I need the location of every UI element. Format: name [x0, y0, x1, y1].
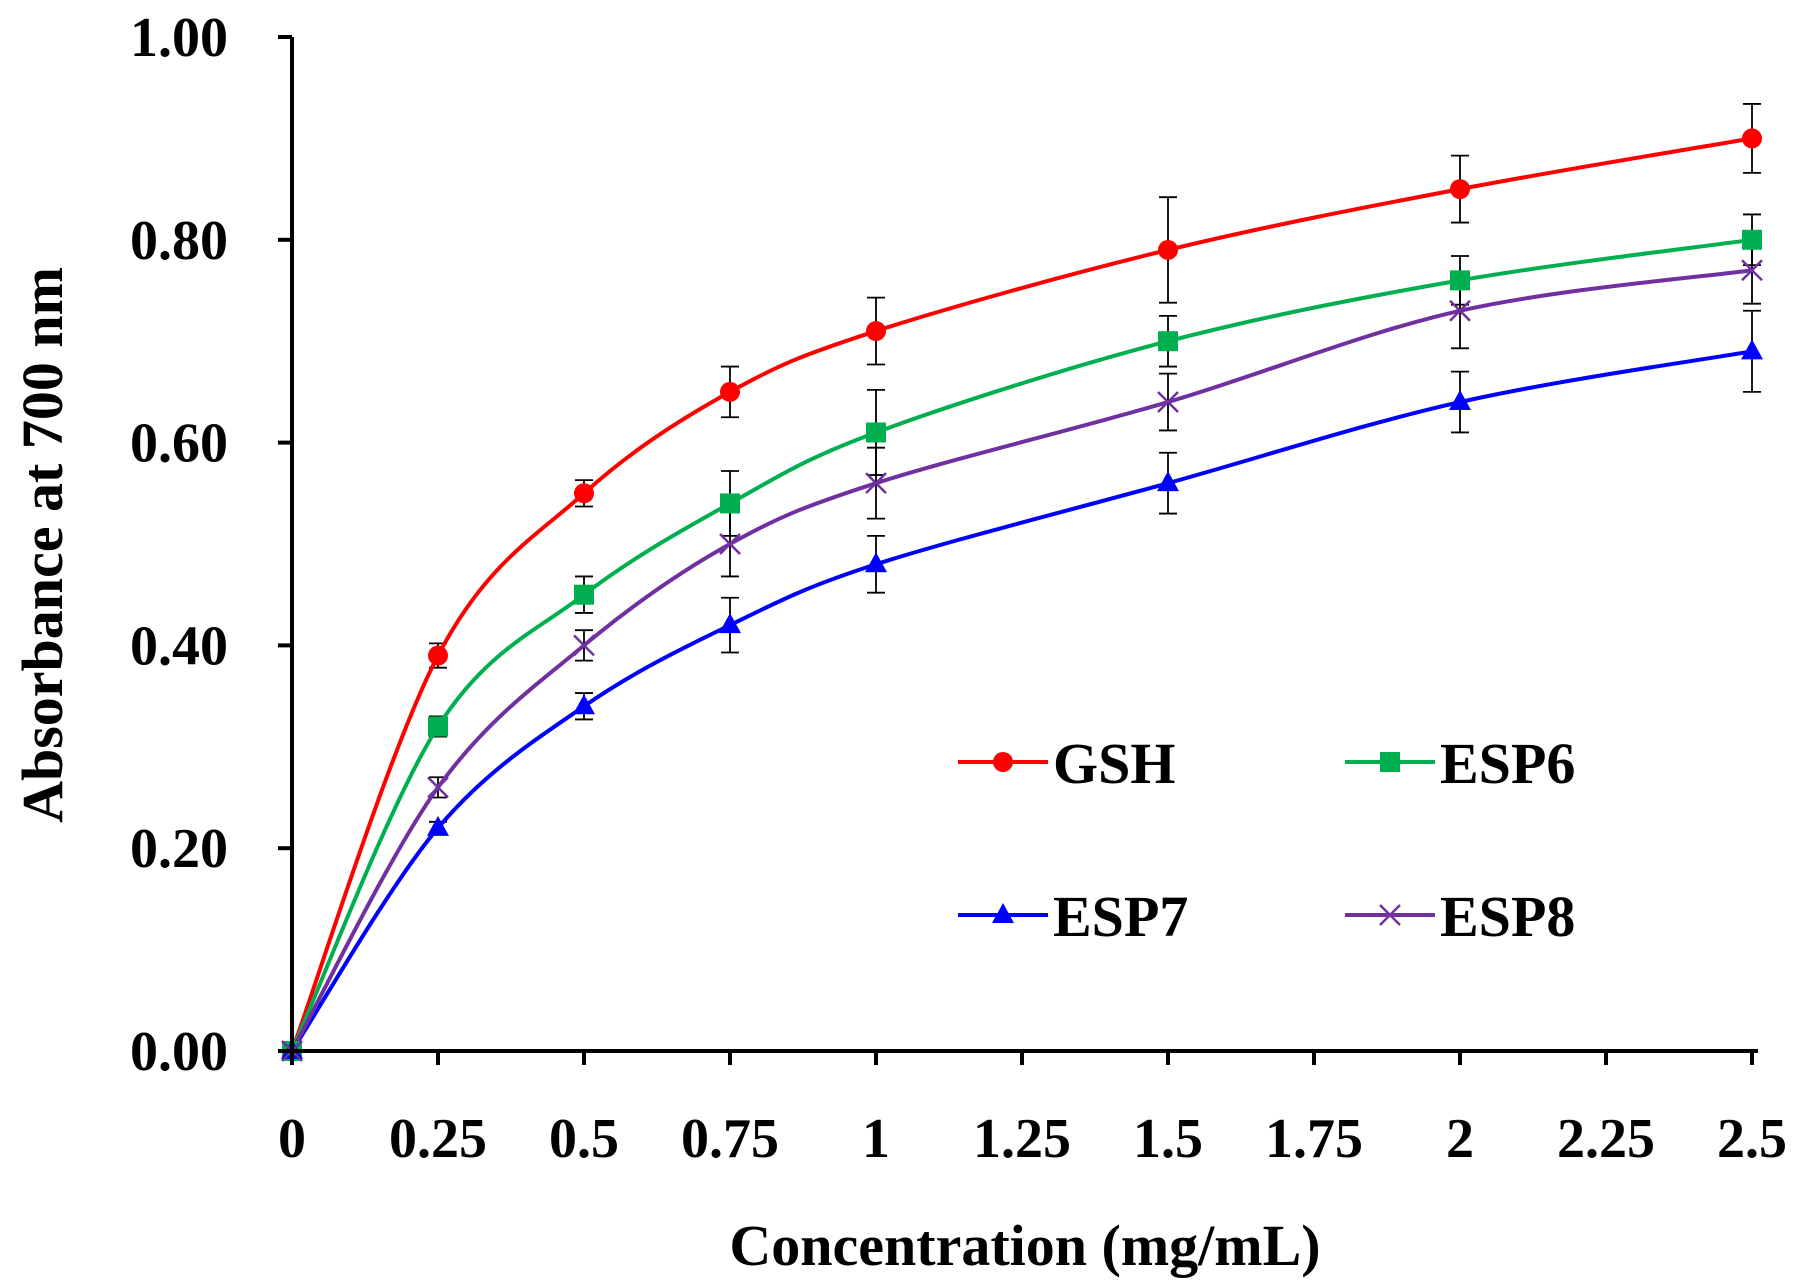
legend-item-esp6: ESP6 — [1345, 731, 1575, 796]
point-esp7 — [719, 613, 741, 634]
marker-stroke — [573, 634, 595, 657]
y-tick-label: 0.80 — [130, 210, 228, 272]
legend-item-gsh: GSH — [958, 731, 1176, 796]
y-axis-title: Absorbance at 700 nm — [10, 267, 75, 823]
point-esp6 — [866, 422, 886, 443]
point-esp6 — [574, 584, 594, 605]
legend-label-gsh: GSH — [1053, 731, 1176, 796]
y-ticks-layer: 0.00 0.20 0.40 0.60 0.80 1.00 — [130, 7, 292, 1083]
legend-marker-esp6 — [1380, 752, 1400, 772]
marker-stroke — [1157, 391, 1179, 413]
x-tick-label: 2 — [1446, 1108, 1474, 1170]
point-esp6 — [1158, 331, 1178, 352]
marker-stroke — [1379, 904, 1401, 926]
point-esp7 — [427, 815, 449, 836]
point-gsh — [1742, 128, 1762, 149]
x-tick-label: 0.75 — [681, 1108, 779, 1170]
marker-stroke — [427, 776, 449, 799]
x-tick-label: 1 — [862, 1108, 890, 1170]
y-tick-label: 0.00 — [130, 1021, 228, 1083]
marker-stroke — [719, 533, 741, 555]
point-gsh — [574, 483, 594, 504]
x-ticks-layer: 0 0.25 0.5 0.75 1 1.25 1.5 1.75 2 2.25 2.5 — [278, 1051, 1787, 1170]
point-esp8 — [865, 472, 887, 495]
x-tick-label: 0.5 — [549, 1108, 619, 1170]
point-esp8 — [427, 776, 449, 799]
point-esp6 — [720, 493, 740, 514]
marker-stroke — [865, 472, 887, 495]
point-esp6 — [1742, 229, 1762, 250]
x-tick-label: 0.25 — [389, 1108, 487, 1170]
legend-item-esp8: ESP8 — [1345, 884, 1575, 949]
point-esp8 — [1741, 259, 1763, 282]
point-esp6 — [428, 716, 448, 737]
x-axis-title: Concentration (mg/mL) — [729, 1213, 1320, 1278]
legend-label-esp8: ESP8 — [1440, 884, 1575, 949]
legend-marker-esp7 — [992, 903, 1014, 923]
legend-marker-gsh — [993, 752, 1013, 772]
legend-label-esp6: ESP6 — [1440, 731, 1575, 796]
point-esp7 — [1157, 471, 1179, 492]
point-esp7 — [573, 694, 595, 715]
point-esp6 — [1450, 270, 1470, 291]
x-tick-label: 0 — [278, 1108, 306, 1170]
axes-layer — [290, 37, 1758, 1053]
x-tick-label: 1.75 — [1265, 1108, 1363, 1170]
error-bars-layer — [429, 103, 1761, 835]
legend: GSH ESP6 ESP7 ESP8 — [958, 731, 1575, 949]
point-esp7 — [865, 552, 887, 573]
point-gsh — [866, 321, 886, 342]
point-gsh — [428, 645, 448, 666]
y-tick-label: 0.60 — [130, 413, 228, 475]
y-tick-label: 0.20 — [130, 818, 228, 880]
x-tick-label: 1.5 — [1133, 1108, 1203, 1170]
legend-marker-esp8 — [1379, 904, 1401, 926]
marker-stroke — [1741, 259, 1763, 282]
x-tick-label: 2.5 — [1717, 1108, 1787, 1170]
point-gsh — [1158, 239, 1178, 260]
point-esp8 — [719, 533, 741, 555]
x-tick-label: 2.25 — [1557, 1108, 1655, 1170]
point-esp8 — [1449, 299, 1471, 322]
x-tick-label: 1.25 — [973, 1108, 1071, 1170]
legend-label-esp7: ESP7 — [1053, 884, 1188, 949]
point-esp7 — [1741, 339, 1763, 360]
point-gsh — [720, 381, 740, 402]
legend-item-esp7: ESP7 — [958, 884, 1188, 949]
point-esp7 — [1449, 390, 1471, 411]
y-tick-label: 1.00 — [130, 7, 228, 69]
point-esp8 — [1157, 391, 1179, 413]
y-tick-label: 0.40 — [130, 615, 228, 677]
marker-stroke — [1449, 299, 1471, 322]
point-gsh — [1450, 179, 1470, 200]
point-esp8 — [573, 634, 595, 657]
